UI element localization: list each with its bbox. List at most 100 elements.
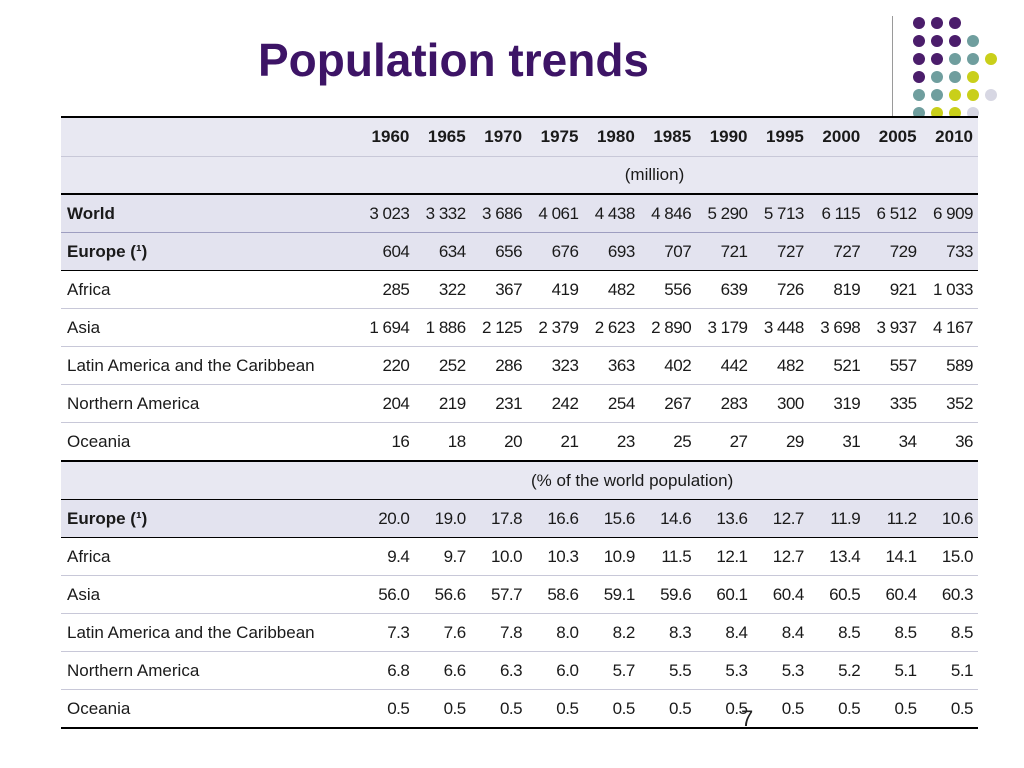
table-cell: 8.5 [808, 613, 866, 652]
table-cell: 14.6 [639, 499, 697, 538]
table-cell: 12.1 [696, 537, 753, 576]
table-row: Northern America 204 219 231 242 254 267 283 300… [61, 384, 978, 423]
table-cell: 8.0 [527, 613, 584, 652]
decor-dot [931, 89, 943, 101]
slide-title: Population trends [258, 34, 649, 86]
table-cell: 2 623 [583, 308, 640, 347]
table-cell: 8.5 [865, 613, 922, 652]
decor-dot [913, 17, 925, 29]
year-header: 2010 [921, 116, 978, 157]
decor-dot [967, 35, 979, 47]
table-row: Northern America 6.8 6.6 6.3 6.0 5.7 5.5 5.3 5.3… [61, 651, 978, 690]
decor-dot [931, 71, 943, 83]
row-label: Northern America [61, 384, 358, 423]
decor-dot [931, 35, 943, 47]
table-cell: 0.5 [583, 689, 640, 729]
year-header: 1975 [527, 116, 584, 157]
table-row: Europe (¹) 20.0 19.0 17.8 16.6 15.6 14.6 13.6 12… [61, 499, 978, 538]
table-cell: 16 [358, 422, 415, 462]
table-cell: 693 [583, 232, 640, 271]
table-cell: 29 [752, 422, 809, 462]
table-cell: 0.5 [470, 689, 528, 729]
table-cell: 442 [696, 346, 753, 385]
table-row: Latin America and the Caribbean 220 252 286… [61, 346, 978, 385]
table-cell: 4 167 [921, 308, 978, 347]
year-header-row: 1960 1965 1970 1975 1980 1985 1990 1995 … [61, 116, 978, 157]
table-cell: 58.6 [527, 575, 584, 614]
table-row: Asia 56.0 56.6 57.7 58.6 59.1 59.6 60.1 60.4 60.5… [61, 575, 978, 614]
table-cell: 220 [358, 346, 415, 385]
table-cell: 60.5 [808, 575, 866, 614]
table-cell: 56.6 [414, 575, 471, 614]
table-cell: 5 713 [752, 194, 809, 233]
table-cell: 733 [921, 232, 978, 271]
table-cell: 1 694 [358, 308, 415, 347]
table-cell: 2 379 [527, 308, 584, 347]
table-cell: 5.1 [865, 651, 922, 690]
row-label: Northern America [61, 651, 358, 690]
year-header: 1970 [470, 116, 528, 157]
table-cell: 60.3 [921, 575, 978, 614]
table-cell: 20.0 [358, 499, 415, 538]
decor-dot [949, 71, 961, 83]
table-cell: 283 [696, 384, 753, 423]
row-label: Africa [61, 537, 358, 576]
table-cell: 589 [921, 346, 978, 385]
table-cell: 1 886 [414, 308, 471, 347]
table-cell: 2 890 [639, 308, 697, 347]
table-cell: 363 [583, 346, 640, 385]
table-cell: 14.1 [865, 537, 922, 576]
table-cell: 204 [358, 384, 415, 423]
table-cell: 6.6 [414, 651, 471, 690]
table-cell: 3 023 [358, 194, 415, 233]
table-cell: 7.6 [414, 613, 471, 652]
table-cell: 231 [470, 384, 528, 423]
decor-dot [949, 53, 961, 65]
table-cell: 0.5 [527, 689, 584, 729]
table-cell: 3 332 [414, 194, 471, 233]
table-cell: 4 438 [583, 194, 640, 233]
decor-dot [985, 53, 997, 65]
table-row: Africa 9.4 9.7 10.0 10.3 10.9 11.5 12.1 12.7 13.4… [61, 537, 978, 576]
table-cell: 254 [583, 384, 640, 423]
table-cell: 0.5 [696, 689, 753, 729]
table-cell: 676 [527, 232, 584, 271]
table-cell: 11.9 [808, 499, 866, 538]
decor-dot [967, 71, 979, 83]
table-cell: 5.2 [808, 651, 866, 690]
table-cell: 13.6 [696, 499, 753, 538]
table-cell: 285 [358, 270, 415, 309]
table-cell: 6 512 [865, 194, 922, 233]
row-label: Asia [61, 308, 358, 347]
row-label: Latin America and the Caribbean [61, 346, 358, 385]
unit-row-million: (million) [61, 156, 978, 195]
table-cell: 0.5 [808, 689, 866, 729]
table-cell: 12.7 [752, 537, 809, 576]
table-cell: 6.0 [527, 651, 584, 690]
table-cell: 727 [752, 232, 809, 271]
table-cell: 8.2 [583, 613, 640, 652]
decor-dot [913, 89, 925, 101]
table-cell: 402 [639, 346, 697, 385]
unit-label-million: (million) [61, 156, 978, 195]
table-cell: 6 909 [921, 194, 978, 233]
table-cell: 482 [583, 270, 640, 309]
decor-dot [913, 71, 925, 83]
table-cell: 656 [470, 232, 528, 271]
table-cell: 9.7 [414, 537, 471, 576]
year-header: 1990 [696, 116, 753, 157]
table-cell: 819 [808, 270, 866, 309]
table-cell: 15.6 [583, 499, 640, 538]
table-cell: 8.4 [696, 613, 753, 652]
table-cell: 556 [639, 270, 697, 309]
unit-row-percent: (% of the world population) [61, 461, 978, 500]
table-cell: 300 [752, 384, 809, 423]
table-cell: 252 [414, 346, 471, 385]
decor-dot [967, 53, 979, 65]
row-label: World [61, 194, 358, 233]
table-cell: 2 125 [470, 308, 528, 347]
header-corner [61, 116, 358, 157]
table-cell: 921 [865, 270, 922, 309]
table-cell: 5.3 [752, 651, 809, 690]
table-cell: 5.7 [583, 651, 640, 690]
